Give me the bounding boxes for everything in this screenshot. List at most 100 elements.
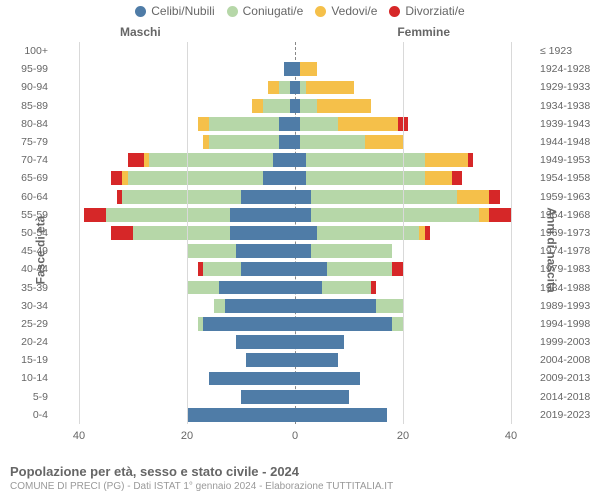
age-row: 40-441979-1983 (52, 260, 538, 278)
age-label: 50-54 (12, 227, 48, 239)
segment-coniugati (106, 208, 230, 222)
segment-coniugati (214, 299, 225, 313)
footer-title: Popolazione per età, sesso e stato civil… (10, 464, 590, 479)
age-row: 5-92014-2018 (52, 388, 538, 406)
segment-vedovi (317, 99, 371, 113)
segment-coniugati (187, 281, 219, 295)
segment-celibi (203, 317, 295, 331)
female-bar (295, 99, 538, 113)
female-bar (295, 190, 538, 204)
birth-year-label: 1989-1993 (540, 300, 594, 312)
female-bar (295, 390, 538, 404)
age-label: 45-49 (12, 245, 48, 257)
segment-coniugati (209, 135, 279, 149)
male-bar (52, 335, 295, 349)
segment-celibi (263, 171, 295, 185)
age-label: 80-84 (12, 118, 48, 130)
female-bar (295, 353, 538, 367)
birth-year-label: 1999-2003 (540, 336, 594, 348)
segment-vedovi (300, 62, 316, 76)
age-row: 85-891934-1938 (52, 97, 538, 115)
age-label: 40-44 (12, 263, 48, 275)
male-bar (52, 262, 295, 276)
age-row: 95-991924-1928 (52, 60, 538, 78)
segment-divorziati (489, 190, 500, 204)
male-bar (52, 317, 295, 331)
female-bar (295, 244, 538, 258)
birth-year-label: 1934-1938 (540, 100, 594, 112)
segment-celibi (295, 353, 338, 367)
age-row: 80-841939-1943 (52, 115, 538, 133)
segment-celibi (295, 244, 311, 258)
segment-celibi (279, 117, 295, 131)
legend-swatch (389, 6, 400, 17)
male-side-title: Maschi (120, 25, 161, 39)
age-row: 60-641959-1963 (52, 188, 538, 206)
age-row: 25-291994-1998 (52, 315, 538, 333)
segment-divorziati (468, 153, 473, 167)
segment-coniugati (311, 190, 457, 204)
legend-label: Coniugati/e (243, 4, 304, 18)
age-row: 50-541969-1973 (52, 224, 538, 242)
segment-celibi (236, 335, 295, 349)
segment-coniugati (122, 190, 241, 204)
birth-year-label: 1954-1958 (540, 172, 594, 184)
row-container: 100+≤ 192395-991924-192890-941929-193385… (52, 42, 538, 424)
segment-coniugati (392, 317, 403, 331)
age-label: 20-24 (12, 336, 48, 348)
legend-item-divorziati: Divorziati/e (389, 4, 464, 18)
legend-item-celibi: Celibi/Nubili (135, 4, 214, 18)
population-pyramid-chart: Celibi/Nubili Coniugati/e Vedovi/e Divorzia… (0, 0, 600, 500)
legend-swatch (315, 6, 326, 17)
segment-coniugati (149, 153, 273, 167)
female-bar (295, 44, 538, 58)
female-bar (295, 135, 538, 149)
x-tick-label: 40 (505, 430, 517, 442)
male-bar (52, 372, 295, 386)
grid-line (187, 42, 188, 424)
male-bar (52, 135, 295, 149)
birth-year-label: 2014-2018 (540, 391, 594, 403)
segment-vedovi (425, 171, 452, 185)
male-bar (52, 81, 295, 95)
male-bar (52, 244, 295, 258)
male-bar (52, 62, 295, 76)
female-bar (295, 62, 538, 76)
segment-divorziati (452, 171, 463, 185)
age-label: 60-64 (12, 191, 48, 203)
age-row: 65-691954-1958 (52, 169, 538, 187)
age-label: 35-39 (12, 282, 48, 294)
birth-year-label: ≤ 1923 (540, 45, 594, 57)
segment-divorziati (489, 208, 511, 222)
female-bar (295, 408, 538, 422)
female-bar (295, 335, 538, 349)
segment-divorziati (111, 171, 122, 185)
male-bar (52, 99, 295, 113)
segment-celibi (241, 190, 295, 204)
age-label: 90-94 (12, 81, 48, 93)
segment-celibi (295, 317, 392, 331)
birth-year-label: 2004-2008 (540, 354, 594, 366)
segment-celibi (273, 153, 295, 167)
segment-celibi (241, 390, 295, 404)
birth-year-label: 1959-1963 (540, 191, 594, 203)
plot-area: 100+≤ 192395-991924-192890-941929-193385… (52, 42, 538, 424)
birth-year-label: 1974-1978 (540, 245, 594, 257)
segment-vedovi (252, 99, 263, 113)
segment-divorziati (371, 281, 376, 295)
segment-celibi (295, 408, 387, 422)
birth-year-label: 1929-1933 (540, 81, 594, 93)
segment-coniugati (300, 135, 365, 149)
segment-coniugati (187, 244, 236, 258)
segment-celibi (295, 262, 327, 276)
segment-divorziati (392, 262, 403, 276)
segment-divorziati (128, 153, 144, 167)
segment-celibi (295, 299, 376, 313)
segment-coniugati (209, 117, 279, 131)
segment-celibi (295, 190, 311, 204)
legend-item-vedovi: Vedovi/e (315, 4, 377, 18)
age-row: 10-142009-2013 (52, 369, 538, 387)
footer-subtitle: COMUNE DI PRECI (PG) - Dati ISTAT 1° gen… (10, 481, 590, 492)
segment-celibi (219, 281, 295, 295)
age-row: 15-192004-2008 (52, 351, 538, 369)
